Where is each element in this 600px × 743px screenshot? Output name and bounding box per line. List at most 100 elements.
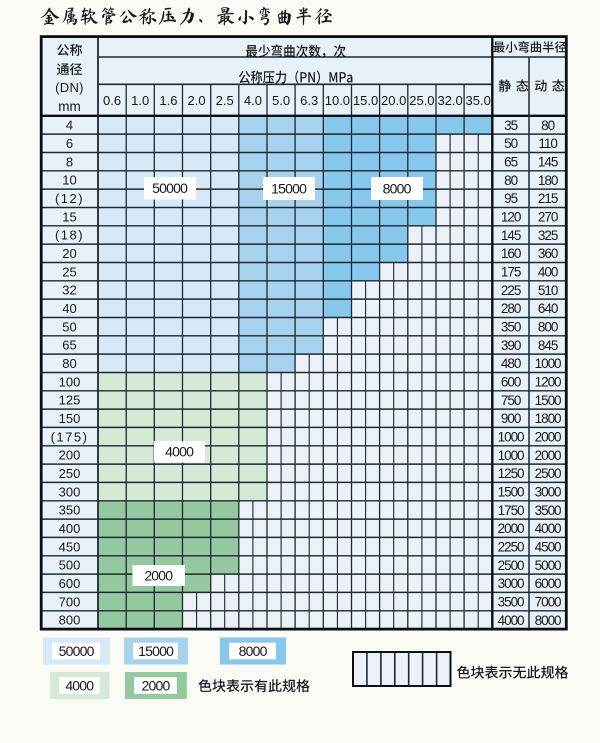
svg-text:4500: 4500 <box>535 540 561 555</box>
svg-text:325: 325 <box>538 228 558 243</box>
svg-text:25.0: 25.0 <box>409 93 434 108</box>
svg-text:7000: 7000 <box>535 595 561 610</box>
svg-text:1250: 1250 <box>498 466 524 481</box>
svg-text:390: 390 <box>501 338 521 353</box>
svg-text:180: 180 <box>538 173 558 188</box>
svg-text:80: 80 <box>62 356 76 371</box>
svg-text:3500: 3500 <box>535 503 561 518</box>
svg-text:2500: 2500 <box>535 466 561 481</box>
svg-text:5.0: 5.0 <box>272 93 290 108</box>
svg-text:15: 15 <box>62 209 76 224</box>
svg-text:6: 6 <box>66 136 73 151</box>
svg-text:(175): (175) <box>51 429 89 444</box>
svg-text:1750: 1750 <box>498 503 524 518</box>
svg-text:1.6: 1.6 <box>159 93 177 108</box>
svg-text:8000: 8000 <box>239 643 268 659</box>
svg-text:50: 50 <box>62 319 76 334</box>
svg-text:4000: 4000 <box>165 444 194 460</box>
svg-text:4: 4 <box>66 118 73 133</box>
svg-text:mm: mm <box>58 99 81 114</box>
svg-text:3000: 3000 <box>535 485 561 500</box>
svg-text:50000: 50000 <box>59 643 95 659</box>
svg-text:2000: 2000 <box>498 521 524 536</box>
svg-text:50000: 50000 <box>152 180 188 196</box>
svg-text:1000: 1000 <box>498 430 524 445</box>
svg-text:160: 160 <box>501 246 521 261</box>
svg-text:8: 8 <box>66 154 73 169</box>
svg-text:1.0: 1.0 <box>131 93 149 108</box>
svg-text:100: 100 <box>59 374 81 389</box>
svg-text:(12): (12) <box>55 191 84 206</box>
svg-text:750: 750 <box>501 393 521 408</box>
svg-text:4000: 4000 <box>65 677 94 693</box>
svg-text:1200: 1200 <box>535 375 561 390</box>
svg-text:480: 480 <box>501 356 521 371</box>
svg-text:450: 450 <box>59 539 81 554</box>
svg-text:280: 280 <box>501 301 521 316</box>
svg-text:600: 600 <box>59 576 81 591</box>
svg-text:270: 270 <box>538 210 558 225</box>
svg-text:800: 800 <box>538 320 558 335</box>
svg-text:510: 510 <box>538 283 558 298</box>
svg-text:8000: 8000 <box>535 613 561 628</box>
svg-text:2000: 2000 <box>142 677 171 693</box>
svg-text:110: 110 <box>538 136 557 151</box>
svg-text:0.6: 0.6 <box>103 93 121 108</box>
svg-text:32: 32 <box>62 283 76 298</box>
svg-text:20: 20 <box>62 246 76 261</box>
svg-text:250: 250 <box>59 466 81 481</box>
svg-text:900: 900 <box>501 411 521 426</box>
svg-text:(DN): (DN) <box>55 80 84 95</box>
svg-text:5000: 5000 <box>535 558 561 573</box>
svg-text:1000: 1000 <box>535 356 561 371</box>
svg-text:2250: 2250 <box>498 540 524 555</box>
svg-text:500: 500 <box>59 558 81 573</box>
svg-text:35.0: 35.0 <box>466 93 491 108</box>
svg-text:150: 150 <box>59 411 81 426</box>
svg-text:700: 700 <box>59 594 81 609</box>
svg-text:10.0: 10.0 <box>325 93 350 108</box>
svg-text:4.0: 4.0 <box>244 93 262 108</box>
svg-text:800: 800 <box>59 613 81 628</box>
svg-text:4000: 4000 <box>535 521 561 536</box>
svg-text:80: 80 <box>504 173 517 188</box>
svg-text:360: 360 <box>538 246 558 261</box>
svg-text:1500: 1500 <box>498 485 524 500</box>
svg-text:2000: 2000 <box>144 567 173 583</box>
svg-text:8000: 8000 <box>383 180 412 196</box>
svg-text:35: 35 <box>504 118 517 133</box>
svg-text:65: 65 <box>62 338 76 353</box>
svg-text:95: 95 <box>504 191 517 206</box>
svg-text:200: 200 <box>59 448 81 463</box>
svg-text:2.5: 2.5 <box>216 93 234 108</box>
svg-text:175: 175 <box>501 265 521 280</box>
svg-text:3000: 3000 <box>498 576 524 591</box>
svg-text:845: 845 <box>538 338 558 353</box>
svg-text:1800: 1800 <box>535 411 561 426</box>
svg-text:120: 120 <box>501 210 521 225</box>
svg-text:640: 640 <box>538 301 558 316</box>
svg-text:15.0: 15.0 <box>353 93 378 108</box>
svg-text:32.0: 32.0 <box>437 93 462 108</box>
svg-text:125: 125 <box>59 393 81 408</box>
svg-text:400: 400 <box>538 265 558 280</box>
svg-text:2.0: 2.0 <box>188 93 206 108</box>
svg-text:65: 65 <box>504 155 517 170</box>
svg-text:25: 25 <box>62 264 76 279</box>
svg-text:145: 145 <box>538 155 558 170</box>
svg-text:600: 600 <box>501 375 521 390</box>
svg-text:6.3: 6.3 <box>300 93 318 108</box>
svg-text:15000: 15000 <box>138 643 174 659</box>
svg-text:1500: 1500 <box>535 393 561 408</box>
svg-text:300: 300 <box>59 484 81 499</box>
svg-text:10: 10 <box>62 173 76 188</box>
svg-text:40: 40 <box>62 301 76 316</box>
svg-text:2000: 2000 <box>535 448 561 463</box>
svg-text:15000: 15000 <box>271 180 307 196</box>
svg-text:20.0: 20.0 <box>381 93 406 108</box>
svg-text:80: 80 <box>541 118 554 133</box>
svg-text:4000: 4000 <box>498 613 524 628</box>
svg-text:400: 400 <box>59 521 81 536</box>
svg-text:6000: 6000 <box>535 576 561 591</box>
svg-text:(18): (18) <box>55 228 84 243</box>
